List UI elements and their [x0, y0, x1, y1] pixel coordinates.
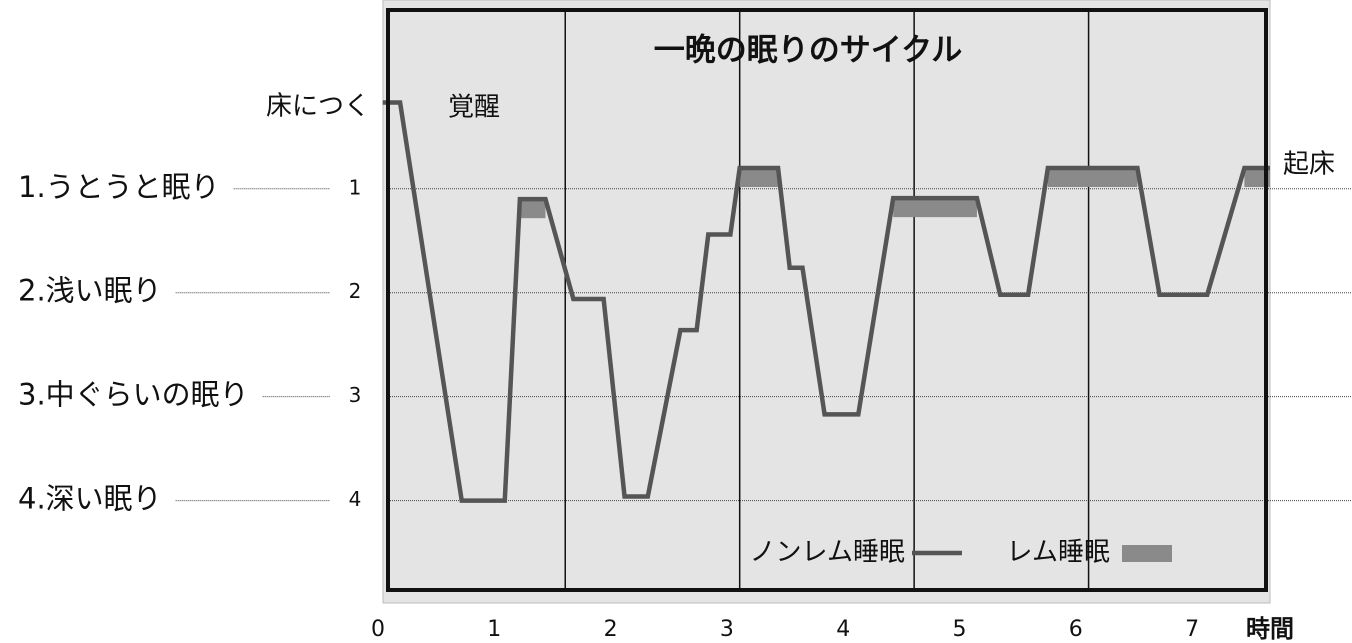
y-tick-label: 3	[349, 383, 362, 407]
plot-layer	[382, 10, 1352, 590]
annotation: 床につく	[266, 92, 370, 122]
x-tick-label: 2	[604, 617, 618, 642]
legend-label: ノンレム睡眠	[750, 538, 905, 568]
x-tick-label: 3	[720, 617, 734, 642]
stage-label: 3.中ぐらいの眠り	[18, 378, 249, 412]
x-tick-label: 7	[1185, 617, 1199, 642]
annotation: 覚醒	[448, 93, 500, 123]
x-tick-label: 0	[371, 617, 385, 642]
rem-band	[893, 198, 977, 218]
stage-label: 2.浅い眠り	[18, 274, 162, 308]
legend-label: レム睡眠	[1007, 538, 1110, 568]
rem-band	[739, 167, 779, 187]
stage-label: 4.深い眠り	[18, 482, 162, 516]
plot-background	[382, 0, 1271, 604]
x-tick-label: 1	[487, 617, 501, 642]
x-tick-label: 6	[1069, 617, 1083, 642]
annotation: 起床	[1283, 150, 1335, 180]
rem-band	[519, 199, 546, 219]
x-tick-label: 4	[836, 617, 850, 642]
x-tick-label: 5	[952, 617, 966, 642]
stage-label: 1.うとうと眠り	[18, 170, 220, 204]
y-tick-label: 4	[349, 487, 362, 511]
x-axis-label: 時間	[1246, 615, 1294, 643]
legend-swatch	[1122, 545, 1172, 562]
y-tick-label: 1	[349, 175, 362, 199]
y-tick-label: 2	[349, 279, 362, 303]
sleep-line	[382, 100, 1270, 503]
plot-frame	[386, 8, 1268, 592]
rem-band	[1047, 167, 1138, 187]
chart-title: 一晩の眠りのサイクル	[654, 33, 962, 69]
rem-band	[1244, 167, 1270, 187]
